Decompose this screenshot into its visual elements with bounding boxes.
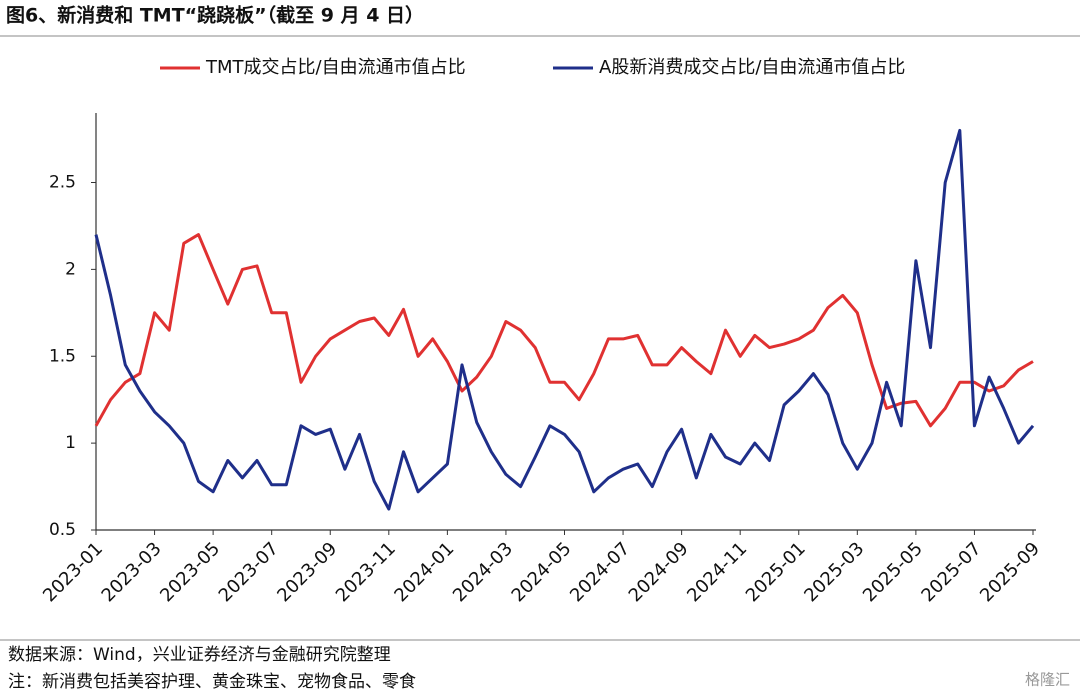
series-line bbox=[94, 233, 1034, 428]
x-tick-label: 2025-05 bbox=[859, 538, 927, 606]
y-tick-label: 2.5 bbox=[49, 173, 76, 193]
y-tick-label: 2 bbox=[65, 259, 76, 279]
x-tick-label: 2023-01 bbox=[39, 538, 107, 606]
x-tick-label: 2024-09 bbox=[625, 538, 693, 606]
x-tick-label: 2023-09 bbox=[273, 538, 341, 606]
x-tick-label: 2023-07 bbox=[215, 538, 283, 606]
x-tick-label: 2024-03 bbox=[449, 538, 517, 606]
chart-title: 图6、新消费和 TMT“跷跷板”（截至 9 月 4 日） bbox=[6, 4, 424, 27]
y-tick-label: 1.5 bbox=[49, 346, 76, 366]
x-tick-label: 2025-09 bbox=[976, 538, 1044, 606]
y-tick-label: 1 bbox=[65, 433, 76, 453]
legend-label: TMT成交占比/自由流通市值占比 bbox=[205, 57, 466, 78]
footnote: 注：新消费包括美容护理、黄金珠宝、宠物食品、零食 bbox=[8, 672, 416, 692]
x-tick-label: 2023-05 bbox=[156, 538, 224, 606]
watermark: 格隆汇 bbox=[1025, 671, 1070, 689]
x-tick-label: 2023-11 bbox=[332, 538, 400, 606]
x-tick-label: 2025-07 bbox=[917, 538, 985, 606]
x-tick-label: 2024-01 bbox=[390, 538, 458, 606]
series-line bbox=[94, 128, 1035, 511]
x-tick-label: 2025-03 bbox=[800, 538, 868, 606]
source-note: 数据来源：Wind，兴业证券经济与金融研究院整理 bbox=[8, 645, 391, 665]
legend-label: A股新消费成交占比/自由流通市值占比 bbox=[599, 57, 905, 78]
x-tick-label: 2024-05 bbox=[508, 538, 576, 606]
y-tick-label: 0.5 bbox=[49, 520, 76, 540]
x-tick-label: 2025-01 bbox=[742, 538, 810, 606]
x-tick-label: 2024-11 bbox=[683, 538, 751, 606]
x-tick-label: 2024-07 bbox=[566, 538, 634, 606]
x-tick-label: 2023-03 bbox=[98, 538, 166, 606]
